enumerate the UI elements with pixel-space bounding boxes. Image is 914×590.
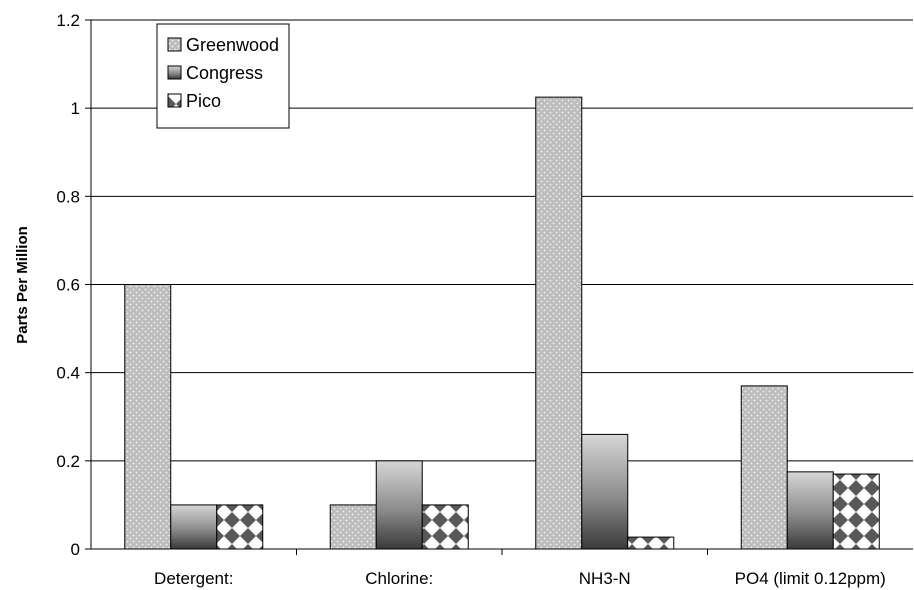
bar-greenwood-0 xyxy=(124,284,172,550)
gridlines xyxy=(85,19,913,555)
legend-label-congress: Congress xyxy=(186,63,263,83)
y-tick-label: 1.2 xyxy=(56,11,80,30)
bar-greenwood-2 xyxy=(535,96,583,550)
y-tick-label: 0.6 xyxy=(56,276,80,295)
legend-swatch-pico xyxy=(167,93,182,108)
bar-greenwood-3 xyxy=(740,385,788,550)
x-tick-label: NH3-N xyxy=(579,569,631,588)
bar-congress-2 xyxy=(581,433,629,550)
y-axis-label: Parts Per Million xyxy=(14,226,31,344)
x-tick-labels: Detergent: Chlorine: NH3-N PO4 (limit 0.12p… xyxy=(154,569,886,588)
y-tick-label: 0.4 xyxy=(56,364,80,383)
y-tick-label: 0.8 xyxy=(56,187,80,206)
legend-label-pico: Pico xyxy=(186,91,221,111)
bar-pico-1 xyxy=(421,504,469,550)
axes xyxy=(90,20,913,550)
y-tick-label: 1 xyxy=(71,99,80,118)
legend: Greenwood Congress Pico xyxy=(156,23,290,129)
bar-pico-3 xyxy=(832,473,880,550)
bar-pico-0 xyxy=(216,504,264,550)
bars xyxy=(124,96,880,550)
bar-greenwood-1 xyxy=(329,504,377,550)
bar-congress-0 xyxy=(170,504,218,550)
legend-label-greenwood: Greenwood xyxy=(186,35,279,55)
bar-congress-1 xyxy=(375,460,423,550)
y-tick-label: 0 xyxy=(71,540,80,559)
x-tick-label: PO4 (limit 0.12ppm) xyxy=(735,569,886,588)
y-tick-labels: 0 0.2 0.4 0.6 0.8 1 1.2 xyxy=(56,11,80,559)
x-tick-label: Chlorine: xyxy=(365,569,433,588)
legend-swatch-greenwood xyxy=(167,37,182,52)
x-tick-label: Detergent: xyxy=(154,569,233,588)
legend-swatch-congress xyxy=(167,65,182,80)
bar-pico-2 xyxy=(627,536,675,550)
y-tick-label: 0.2 xyxy=(56,452,80,471)
bar-congress-3 xyxy=(786,471,834,550)
